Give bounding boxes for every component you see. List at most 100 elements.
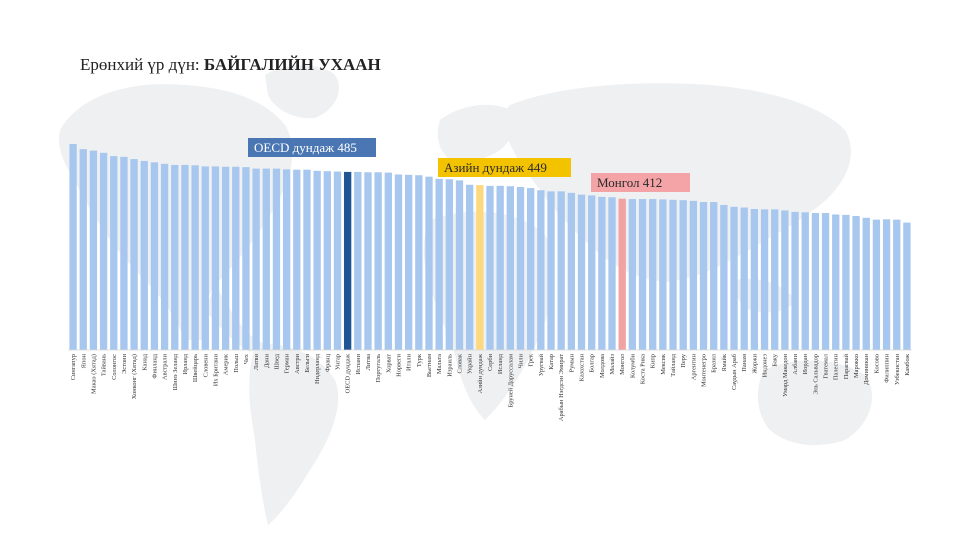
bar-словак (455, 180, 464, 350)
bar-шинэ-зеланд (171, 164, 179, 350)
bar-израиль (445, 179, 453, 350)
tick-label-шинэ-зеланд: Шинэ Зеланд (172, 353, 179, 390)
tick-label-япон: Япон (80, 353, 87, 368)
tick-label-израиль: Израиль (446, 354, 453, 377)
bar-малайз (608, 197, 616, 350)
bar-саудын-араб (730, 206, 738, 350)
bar-словени (201, 166, 209, 350)
bar-жоржи (750, 208, 759, 350)
bar-серби (486, 185, 494, 350)
tick-label-сингапур: Сингапур (70, 354, 77, 380)
tick-label-швед: Швед (273, 353, 280, 369)
tick-label-австрали: Австрали (162, 353, 169, 380)
bar-кипр (649, 199, 657, 350)
bar-чили (516, 186, 525, 350)
bar-монтенегро (699, 202, 708, 350)
tick-label-доминикан: Доминикан (863, 353, 870, 385)
tick-label-саудын-араб: Саудын Араб (731, 353, 738, 390)
bar-уругвай (537, 190, 545, 350)
tick-label-камбож: Камбож (904, 353, 911, 375)
tick-label-португаль: Португаль (375, 354, 382, 383)
bar-гватемал (821, 213, 830, 350)
bar-америк (221, 166, 230, 350)
tick-label-вьетнам: Вьетнам (426, 354, 433, 377)
tick-label-перу: Перу (680, 353, 687, 368)
tick-label-франц: Франц (324, 353, 331, 372)
tick-label-мальта: Мальта (436, 354, 443, 374)
bar-монгол (618, 198, 626, 350)
tick-label-солонгос: Солонгос (111, 354, 118, 380)
tick-label-палестин: Палестин (833, 353, 840, 380)
tick-label-эль-сальвадор: Эль Сальвадор (812, 354, 819, 395)
bar-исланд (496, 185, 504, 350)
bar-тайвань (99, 152, 108, 350)
mongolia-callout: Монгол 412 (591, 173, 690, 192)
tick-label-унгар: Унгар (334, 354, 341, 370)
tick-label-коста-рика: Коста Рика (640, 354, 647, 384)
bar-палестин (832, 214, 840, 350)
bar-тайланд (669, 199, 677, 350)
bar-итали (404, 174, 413, 350)
tick-label-исланд: Исланд (497, 353, 504, 374)
bar-бельги (303, 169, 311, 350)
tick-label-узбекистан: Узбекистан (894, 353, 901, 385)
asia-callout-box (438, 158, 571, 177)
bar-молдова (598, 196, 606, 350)
tick-label-норвеги: Норвеги (395, 353, 402, 376)
tick-label-молдова: Молдова (599, 354, 606, 378)
bar-эстони (120, 156, 128, 350)
bar-мексик (659, 199, 667, 350)
tick-label-аргентин: Аргентин (690, 353, 697, 380)
bar-норвеги (394, 174, 403, 350)
bar-катар (547, 191, 555, 350)
bar-испани (354, 171, 362, 350)
tick-label-швейцарь: Швейцарь (192, 354, 199, 382)
oecd-callout-box (248, 138, 376, 157)
tick-label-тайланд: Тайланд (670, 353, 677, 376)
bar-франц (323, 171, 331, 350)
tick-label-монгол: Монгол (619, 353, 626, 375)
oecd-callout: OECD дундаж 485 (248, 138, 376, 157)
tick-label-литва: Литва (365, 354, 372, 370)
tick-label-индонез: Индонез (762, 354, 769, 378)
tick-label-мексик: Мексик (660, 353, 667, 375)
bar-доминикан (862, 217, 870, 350)
tick-label-польш: Польш (233, 354, 240, 373)
tick-label-чех: Чех (243, 353, 250, 364)
tick-label-макао-хятад: Макао (Хятад) (90, 354, 97, 394)
tick-label-грек: Грек (528, 353, 535, 366)
tick-label-жоржи: Жоржи (751, 353, 758, 373)
title-prefix: Ерөнхий үр дүн: (80, 55, 204, 74)
bar-oecd-дундаж (343, 171, 352, 350)
tick-label-румын: Румын (568, 353, 575, 372)
tick-label-малайз: Малайз (609, 354, 616, 375)
mongolia-callout-label: Монгол 412 (597, 175, 662, 190)
tick-label-гватемал: Гватемал (823, 353, 830, 379)
oecd-callout-label: OECD дундаж 485 (254, 140, 357, 155)
bar-чех (242, 167, 250, 350)
bar-филиппин (882, 219, 891, 350)
bar-панам (740, 207, 748, 350)
mongolia-callout-box (591, 173, 690, 192)
asia-callout: Азийн дундаж 449 (438, 158, 571, 177)
tick-label-тайвань: Тайвань (101, 354, 108, 376)
bar-их-британи (211, 166, 220, 350)
bar-швейцарь (191, 165, 199, 350)
bar-украйн (466, 184, 474, 350)
tick-label-казахстан: Казахстан (579, 353, 586, 381)
bar-канад (140, 160, 148, 350)
bar-хорват (384, 172, 392, 350)
tick-label-иордан: Иордан (802, 353, 809, 374)
page-title: Ерөнхий үр дүн: БАЙГАЛИЙН УХААН (80, 55, 381, 75)
tick-label-дани: Дани (263, 353, 270, 368)
tick-label-финланд: Финланд (151, 353, 158, 378)
x-tick-labels: Сингапур Япон Макао (Хятад) Тайвань Солонгос… (70, 353, 911, 421)
tick-label-монтенегро: Монтенегро (701, 354, 708, 387)
bar-грек (527, 188, 535, 350)
bar-австри (293, 169, 301, 350)
bar-макао-хятад (89, 150, 98, 350)
tick-label-нидерланд: Нидерланд (314, 353, 321, 384)
bar-марокко (852, 215, 860, 350)
tick-label-oecd-дундаж: OECD дундаж (345, 353, 352, 393)
bar-косово (872, 219, 881, 350)
